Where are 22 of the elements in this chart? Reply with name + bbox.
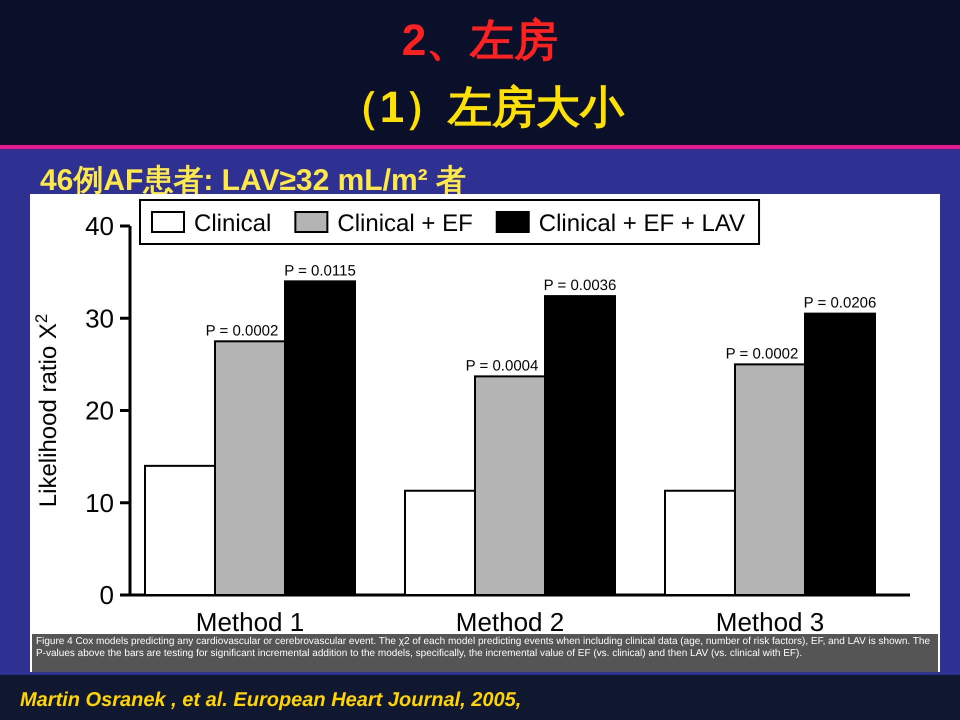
x-tick-label: Method 1 [196,607,304,637]
annotation: P = 0.0206 [804,294,876,312]
text: Martin Osranek , et al. European Heart Journal, 2005, [20,689,522,711]
annotation: P = 0.0036 [544,277,616,294]
chart-subtitle: （1）左房大小 [336,83,626,132]
legend-label: Clinical [194,210,272,237]
annotation: P = 0.0115 [284,262,356,280]
y-tick-label: 0 [100,580,114,610]
annotation: P = 0.0004 [466,357,538,374]
y-tick-label: 10 [85,488,114,518]
legend-label: Clinical + EF + LAV [538,210,746,237]
annotation: P = 0.0002 [206,322,278,340]
y-tick-label: 30 [85,303,114,334]
legend-label: Clinical + EF [337,210,473,237]
caption: Figure 4 Cox models predicting any cardiovascular or cerebrovascular event. The χ2 of each model predicting events when including clinical data (age, number of risk factors), EF, and LAV is shown. The P-values above the bars are testing for significant incremental addition to the models, specifically, the incremental value of EF (vs. clinical) and then LAV (vs. clinical with EF). [36,636,932,660]
text: 46例AF患者: LAV≥32 mL/m² 者 [40,164,466,197]
y-tick-label: 20 [85,396,114,426]
y-tick-label: 40 [85,211,114,241]
x-tick-label: Method 2 [456,607,564,637]
annotation: P = 0.0002 [726,345,798,362]
x-tick-label: Method 3 [716,607,824,637]
chart-title: 2、左房 [402,16,558,65]
